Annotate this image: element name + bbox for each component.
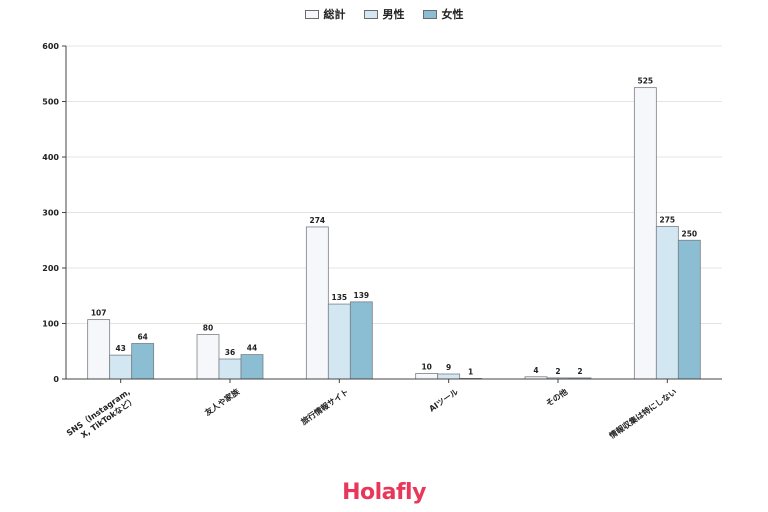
bar [327, 303, 351, 380]
data-label: 4 [533, 366, 538, 375]
y-tick-label: 0 [53, 375, 59, 384]
bar-chart: 0 100 200 300 400 500 600 107 43 64 SNS（Instagram,… [42, 42, 722, 446]
legend-item-total: 総計 [304, 6, 346, 22]
bar [415, 373, 439, 380]
data-label: 135 [332, 293, 348, 302]
data-label: 2 [555, 367, 560, 376]
x-tick-label-line: 友人や家族 [202, 386, 242, 418]
y-tick-label: 300 [42, 209, 59, 218]
data-label: 80 [203, 324, 213, 333]
x-tick-label-line: 旅行情報サイト [299, 386, 351, 426]
bars [87, 87, 701, 380]
legend-swatch-total [304, 9, 319, 19]
axes [62, 45, 722, 383]
legend: 総計 男性 女性 [0, 6, 768, 22]
bar [109, 354, 133, 380]
x-tick-label: 旅行情報サイト [299, 386, 351, 426]
bar [655, 225, 679, 380]
data-label: 64 [137, 332, 147, 341]
bar [131, 343, 155, 380]
labels: 0 100 200 300 400 500 600 107 43 64 SNS（Instagram,… [42, 42, 698, 446]
data-label: 9 [446, 363, 451, 372]
x-tick-label: SNS（Instagram,X, TikTokなど） [64, 386, 137, 446]
legend-item-female: 女性 [422, 6, 464, 22]
data-label: 2 [577, 367, 582, 376]
bar [305, 226, 329, 380]
bar [437, 373, 461, 380]
bar [677, 239, 701, 380]
legend-label-female: 女性 [441, 8, 464, 21]
x-tick-label-line: その他 [544, 386, 569, 408]
data-label: 36 [225, 348, 235, 357]
legend-label-total: 総計 [323, 8, 346, 21]
data-label: 274 [310, 216, 326, 225]
gridlines [66, 45, 722, 324]
data-label: 250 [682, 229, 698, 238]
data-label: 43 [115, 344, 125, 353]
y-tick-label: 600 [42, 42, 59, 51]
bar [87, 319, 111, 380]
y-tick-label: 500 [42, 98, 59, 107]
logo-text: Holafly [342, 480, 426, 505]
data-label: 44 [247, 344, 257, 353]
y-tick-label: 400 [42, 153, 59, 162]
x-tick-label: AIツール [427, 387, 459, 413]
legend-item-male: 男性 [363, 6, 405, 22]
x-tick-label: その他 [544, 386, 569, 408]
x-tick-label-line: AIツール [427, 387, 459, 413]
x-tick-label: 情報収集は特にしない [606, 386, 678, 441]
bar [218, 358, 242, 380]
bar [349, 301, 373, 380]
data-label: 107 [91, 309, 107, 318]
data-label: 275 [660, 215, 676, 224]
legend-label-male: 男性 [382, 8, 405, 21]
y-tick-label: 200 [42, 264, 59, 273]
bar [196, 334, 220, 380]
bar [633, 87, 657, 380]
x-tick-label: 友人や家族 [202, 386, 242, 418]
legend-swatch-female [422, 9, 437, 19]
x-tick-label-line: 情報収集は特にしない [606, 386, 678, 441]
data-label: 139 [354, 291, 370, 300]
bar [240, 354, 264, 380]
data-label: 10 [421, 362, 431, 371]
legend-swatch-male [363, 9, 378, 19]
data-label: 525 [638, 77, 654, 86]
data-label: 1 [468, 367, 473, 376]
holafly-logo: Holafly [0, 480, 768, 505]
y-tick-label: 100 [42, 320, 59, 329]
